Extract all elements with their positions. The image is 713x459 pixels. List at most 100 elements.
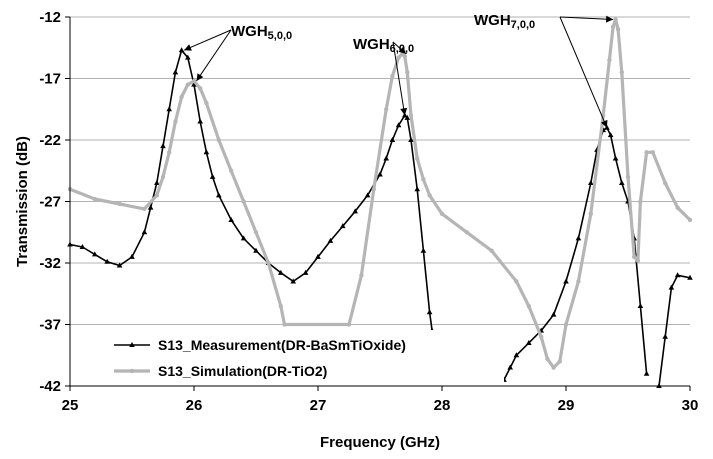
data-point-simulation [167, 150, 172, 155]
data-point-measurement [563, 278, 569, 284]
data-point-simulation [198, 86, 203, 91]
data-point-measurement [315, 253, 321, 259]
data-point-measurement [79, 244, 86, 250]
y-tick-label: -17 [39, 71, 61, 88]
data-point-measurement [352, 208, 358, 214]
data-point-simulation [396, 55, 401, 60]
data-point-measurement [364, 192, 371, 198]
arrowhead [605, 15, 614, 23]
legend-label-measurement: S13_Measurement(DR-BaSmTiOxide) [158, 337, 406, 353]
data-point-simulation [142, 206, 147, 212]
data-point-simulation [638, 199, 643, 204]
data-point-simulation [489, 248, 494, 253]
x-tick-label: 28 [434, 397, 451, 414]
data-point-measurement [240, 235, 247, 241]
data-point-measurement [404, 114, 411, 120]
data-point-simulation [405, 70, 410, 75]
data-point-measurement [302, 269, 309, 275]
data-point-measurement [340, 223, 346, 229]
data-point-simulation [545, 356, 550, 362]
data-point-measurement [147, 204, 154, 210]
data-point-measurement [377, 171, 383, 177]
data-point-measurement [216, 192, 222, 198]
data-point-measurement [116, 262, 123, 268]
y-axis-ticks: -12 -17 -22 -27 -32 -37 -42 [39, 9, 70, 395]
data-point-measurement [526, 339, 532, 345]
data-point-simulation [216, 137, 221, 143]
legend-background [112, 330, 504, 384]
data-point-simulation [615, 27, 621, 32]
data-point-simulation [346, 322, 352, 327]
data-point-simulation [266, 260, 271, 266]
data-point-simulation [576, 279, 581, 284]
data-point-simulation [526, 303, 531, 309]
data-point-measurement [92, 251, 98, 257]
data-point-simulation [635, 258, 641, 263]
data-point-measurement [687, 274, 693, 280]
data-point-simulation [563, 322, 569, 327]
data-point-simulation [179, 94, 184, 100]
annotation-wgh-600: WGH6,0,0 [353, 36, 414, 116]
data-point-simulation [160, 174, 166, 180]
annotation-arrow [183, 29, 232, 51]
y-tick-label: -12 [39, 9, 61, 26]
data-point-measurement [668, 284, 675, 290]
series-simulation [67, 17, 693, 370]
data-point-simulation [514, 279, 519, 284]
legend-marker-measurement [114, 342, 150, 347]
data-point-measurement [141, 229, 148, 235]
data-point-measurement [414, 186, 420, 192]
data-point-measurement [637, 303, 644, 309]
data-point-measurement [389, 137, 396, 142]
data-point-simulation [408, 113, 414, 118]
y-tick-label: -37 [39, 317, 61, 334]
data-point-measurement [178, 47, 185, 53]
annotation-arrow [559, 16, 608, 128]
data-point-simulation [607, 57, 612, 63]
peak-annotations: WGH5,0,0 WGH6,0,0 WGH7,0,0 [183, 12, 614, 128]
data-point-measurement [607, 132, 614, 138]
y-tick-label: -22 [39, 132, 61, 149]
legend: S13_Measurement(DR-BaSmTiOxide) S13_Simu… [112, 330, 504, 384]
arrowhead [196, 73, 204, 81]
data-point-simulation [644, 150, 649, 155]
data-point-measurement [203, 149, 210, 155]
data-point-measurement [104, 258, 110, 264]
data-point-measurement [575, 235, 582, 241]
arrowhead [400, 107, 408, 116]
x-tick-label: 29 [558, 397, 575, 414]
annotation-arrow [392, 41, 406, 116]
data-point-simulation [539, 334, 544, 339]
arrowhead [184, 44, 192, 51]
data-point-simulation [427, 193, 432, 198]
data-point-simulation [384, 107, 389, 112]
annotation-arrow [559, 16, 614, 20]
data-point-measurement [185, 54, 191, 60]
legend-marker [129, 342, 135, 347]
legend-label-simulation: S13_Simulation(DR-TiO2) [158, 363, 327, 379]
data-point-simulation [415, 156, 420, 161]
data-point-measurement [507, 364, 513, 370]
data-point-simulation [675, 205, 680, 210]
data-point-simulation [439, 211, 445, 216]
x-tick-label: 27 [310, 397, 327, 414]
series-measurement [67, 47, 693, 388]
x-tick-label: 30 [682, 397, 699, 414]
x-tick-label: 25 [62, 397, 79, 414]
data-point-measurement [228, 216, 234, 222]
annotation-wgh-500: WGH5,0,0 [183, 23, 292, 82]
data-point-simulation [557, 359, 562, 364]
annotation-label: WGH7,0,0 [474, 12, 535, 31]
legend-marker [129, 368, 135, 374]
data-point-measurement [278, 269, 284, 275]
data-point-measurement [383, 155, 389, 161]
data-point-simulation [619, 70, 624, 75]
data-point-measurement [197, 118, 203, 124]
data-point-measurement [395, 122, 402, 128]
data-point-measurement [588, 180, 594, 186]
data-point-measurement [209, 173, 216, 179]
data-point-simulation [687, 217, 693, 223]
data-point-measurement [426, 309, 433, 315]
data-point-measurement [550, 311, 557, 317]
